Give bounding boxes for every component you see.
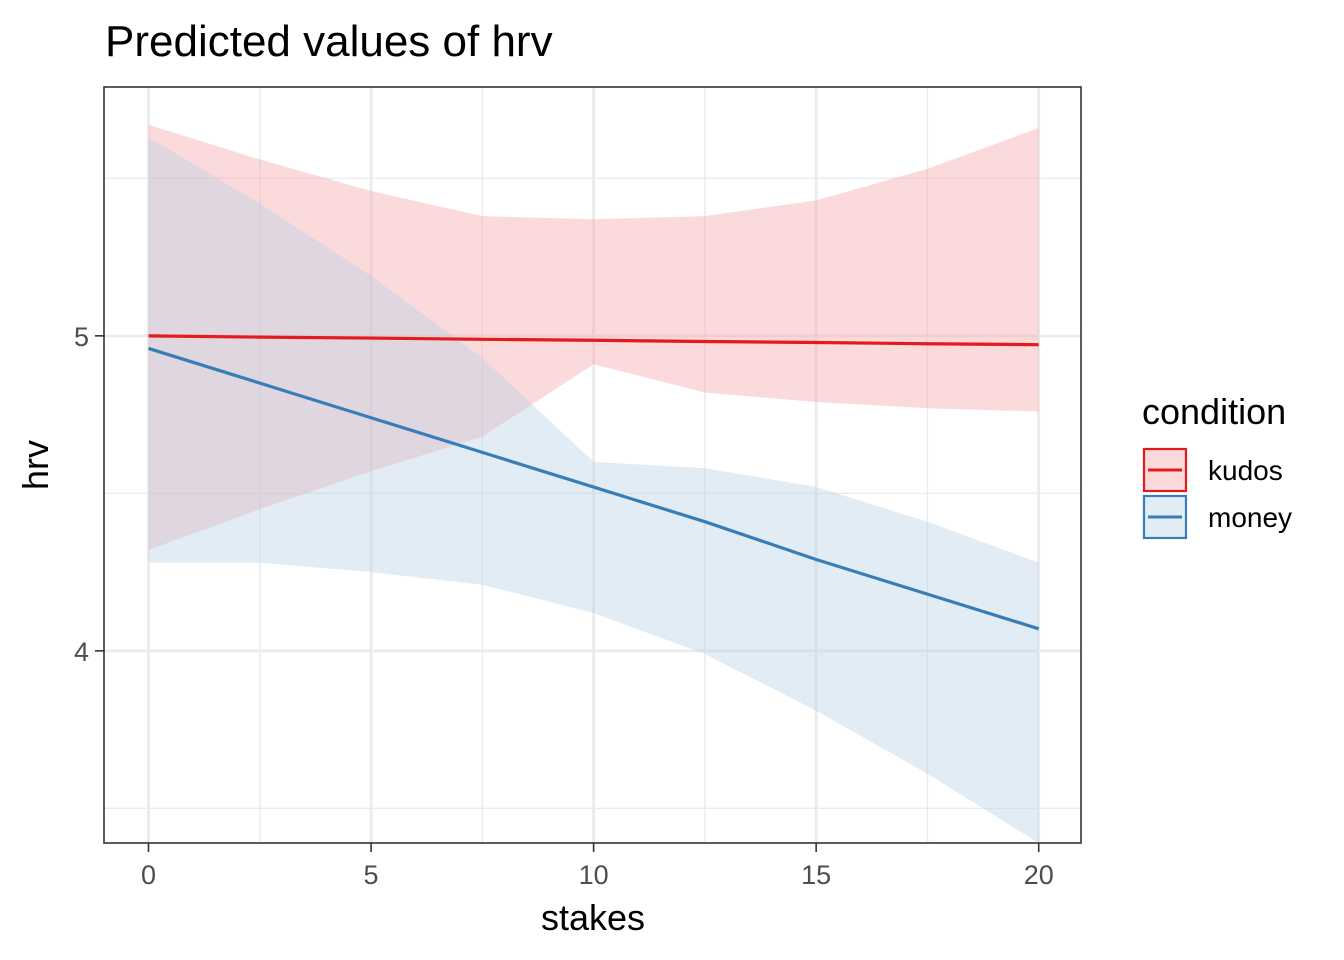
x-axis-title: stakes — [541, 897, 645, 938]
y-tick-label: 5 — [74, 322, 89, 352]
x-tick-label: 20 — [1024, 860, 1054, 890]
legend: condition kudos money — [1142, 391, 1292, 540]
legend-label-money: money — [1208, 502, 1292, 533]
chart-title: Predicted values of hrv — [105, 17, 553, 66]
series-line-kudos — [148, 334, 1039, 347]
plot-panel — [103, 86, 1082, 844]
ribbon-money — [148, 137, 1039, 843]
x-tick-label: 10 — [579, 860, 609, 890]
panel-border — [103, 86, 1082, 844]
y-axis-title: hrv — [15, 440, 56, 490]
ribbon-kudos — [148, 124, 1039, 551]
legend-title: condition — [1142, 391, 1286, 432]
series-line-money — [148, 346, 1040, 631]
y-tick-label: 4 — [74, 637, 89, 667]
x-tick-label: 15 — [801, 860, 831, 890]
x-tick-label: 0 — [141, 860, 156, 890]
legend-label-kudos: kudos — [1208, 455, 1283, 486]
x-tick-label: 5 — [364, 860, 379, 890]
